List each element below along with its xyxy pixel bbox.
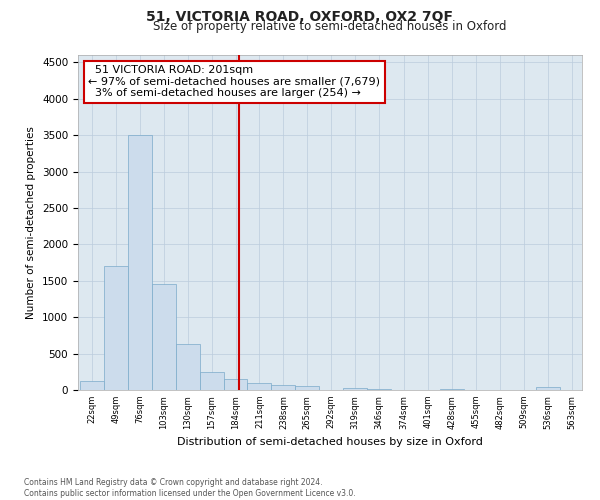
Bar [80,381,104,390]
Bar [200,372,224,390]
Bar [295,386,319,390]
Bar [224,379,247,390]
Bar [247,382,271,390]
Y-axis label: Number of semi-detached properties: Number of semi-detached properties [26,126,37,319]
Bar [343,388,367,390]
Bar [128,135,152,390]
Bar [104,266,128,390]
Title: Size of property relative to semi-detached houses in Oxford: Size of property relative to semi-detach… [153,20,507,33]
Bar [176,344,200,390]
X-axis label: Distribution of semi-detached houses by size in Oxford: Distribution of semi-detached houses by … [177,437,483,447]
Text: 51, VICTORIA ROAD, OXFORD, OX2 7QF: 51, VICTORIA ROAD, OXFORD, OX2 7QF [146,10,454,24]
Bar [536,388,560,390]
Bar [271,384,295,390]
Text: Contains HM Land Registry data © Crown copyright and database right 2024.
Contai: Contains HM Land Registry data © Crown c… [24,478,356,498]
Bar [152,284,176,390]
Text: 51 VICTORIA ROAD: 201sqm
← 97% of semi-detached houses are smaller (7,679)
  3% : 51 VICTORIA ROAD: 201sqm ← 97% of semi-d… [88,65,380,98]
Bar [367,388,391,390]
